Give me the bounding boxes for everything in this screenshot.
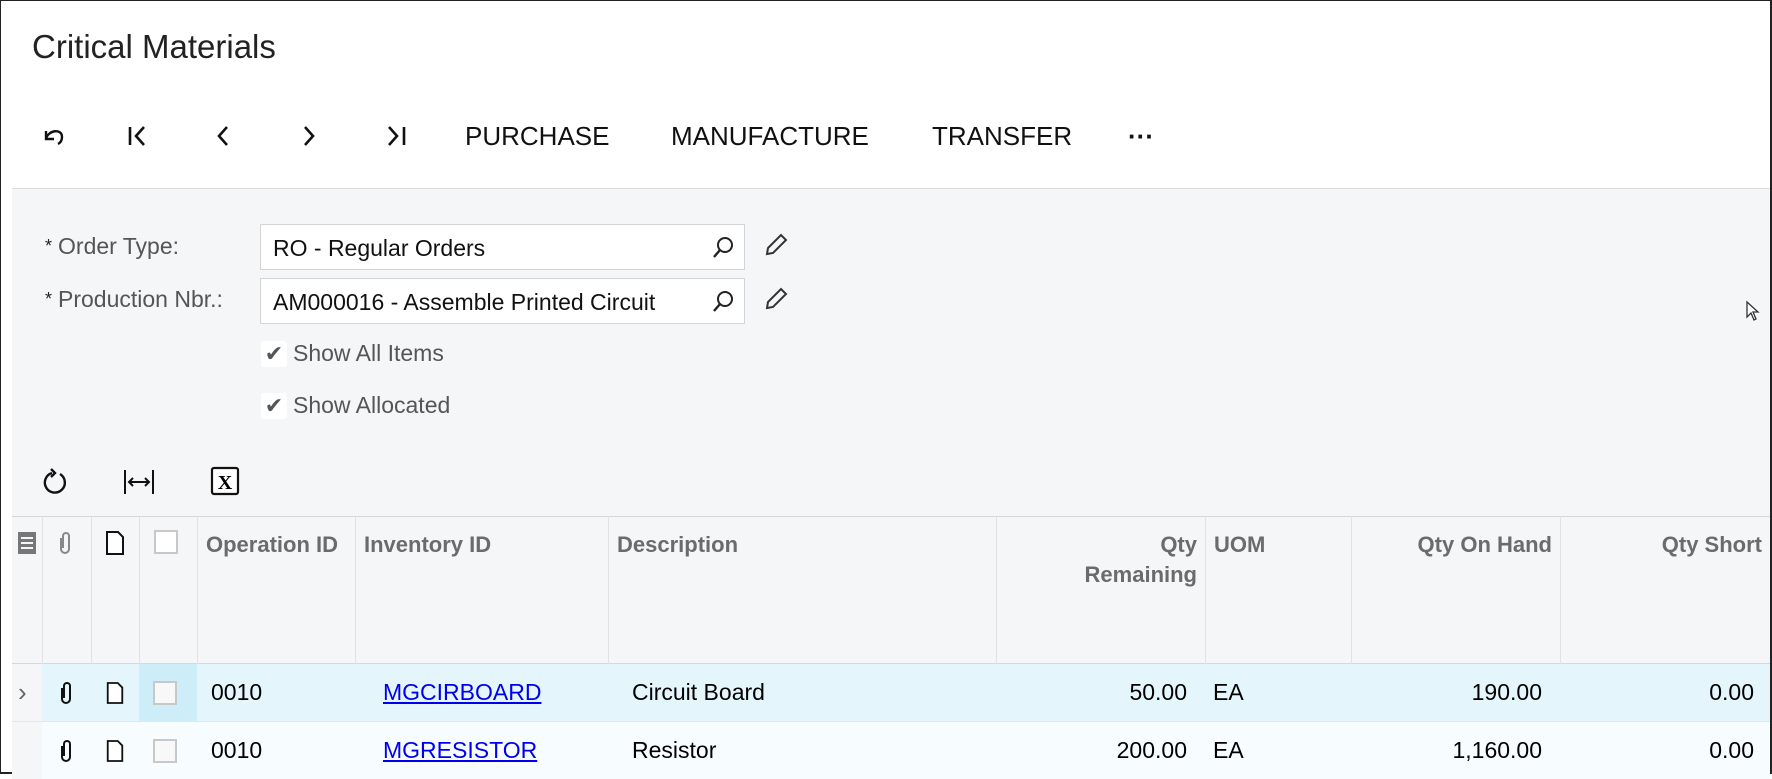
operation-id: 0010 [211, 737, 263, 763]
qty-remaining: 50.00 [1129, 679, 1187, 705]
undo-icon [44, 130, 64, 146]
production-nbr-value: AM000016 - Assemble Printed Circuit [273, 289, 656, 315]
attachment-icon[interactable] [42, 722, 91, 779]
next-icon [304, 126, 315, 146]
next-record-button[interactable] [294, 118, 324, 154]
search-icon[interactable] [710, 289, 736, 315]
show-all-items-checkbox[interactable]: ✔ Show All Items [261, 340, 444, 367]
paperclip-icon [60, 532, 70, 554]
page-title: Critical Materials [32, 28, 276, 65]
uom: EA [1213, 679, 1244, 705]
undo-button[interactable] [38, 118, 68, 154]
production-nbr-label-text: Production Nbr.: [58, 286, 223, 312]
table-row[interactable]: 0010 MGRESISTOR Resistor 200.00 EA 1,160… [12, 721, 1770, 779]
row-checkbox[interactable] [139, 664, 197, 721]
last-record-button[interactable] [380, 118, 410, 154]
operation-id: 0010 [211, 679, 263, 705]
last-icon [388, 126, 406, 146]
attachments-header [42, 516, 91, 664]
description: Circuit Board [632, 679, 765, 705]
row-checkbox[interactable] [139, 722, 197, 779]
attachment-icon[interactable] [42, 664, 91, 721]
order-type-field[interactable]: RO - Regular Orders [260, 224, 745, 270]
qty-on-hand: 190.00 [1471, 679, 1542, 705]
note-icon [106, 531, 124, 555]
required-mark: * [45, 236, 53, 256]
qty-remaining: 200.00 [1116, 737, 1187, 763]
column-header-qty-on-hand[interactable]: Qty On Hand [1351, 516, 1560, 664]
uom: EA [1213, 737, 1244, 763]
column-header-inventory-id[interactable]: Inventory ID [355, 516, 608, 664]
row-settings-icon [18, 532, 36, 554]
edit-order-type-icon[interactable] [762, 231, 790, 259]
order-type-value: RO - Regular Orders [273, 235, 486, 261]
order-type-label: * Order Type: [45, 233, 179, 260]
show-allocated-checkbox[interactable]: ✔ Show Allocated [261, 392, 450, 419]
manufacture-button[interactable]: MANUFACTURE [671, 120, 869, 151]
search-icon[interactable] [710, 235, 736, 261]
note-icon[interactable] [91, 664, 139, 721]
select-all-header[interactable] [139, 516, 197, 664]
select-all-checkbox[interactable] [154, 530, 178, 554]
mouse-cursor-icon [1746, 300, 1760, 321]
check-icon: ✔ [261, 392, 287, 419]
row-settings-header[interactable] [12, 516, 42, 664]
qty-short: 0.00 [1709, 737, 1754, 763]
show-all-items-label: Show All Items [293, 340, 444, 366]
column-header-qty-short[interactable]: Qty Short [1560, 516, 1770, 664]
note-icon[interactable] [91, 722, 139, 779]
inventory-id-link[interactable]: MGCIRBOARD [383, 679, 542, 705]
previous-icon [217, 126, 228, 146]
more-button[interactable]: ··· [1128, 120, 1154, 151]
inventory-id-link[interactable]: MGRESISTOR [383, 737, 538, 763]
purchase-button[interactable]: PURCHASE [465, 120, 610, 151]
qty-on-hand: 1,160.00 [1452, 737, 1542, 763]
edit-production-nbr-icon[interactable] [762, 285, 790, 313]
column-header-uom[interactable]: UOM [1205, 516, 1351, 664]
first-record-button[interactable] [124, 118, 154, 154]
excel-export-icon[interactable]: X [210, 466, 240, 496]
qty-short: 0.00 [1709, 679, 1754, 705]
table-row[interactable]: › 0010 MGCIRBOARD Circuit Board 50.00 EA… [12, 664, 1770, 721]
refresh-icon[interactable] [40, 467, 70, 497]
order-type-label-text: Order Type: [58, 233, 180, 259]
notes-header [91, 516, 139, 664]
column-header-description[interactable]: Description [608, 516, 996, 664]
first-icon [128, 126, 145, 146]
production-nbr-label: * Production Nbr.: [45, 286, 223, 313]
show-allocated-label: Show Allocated [293, 392, 451, 418]
description: Resistor [632, 737, 717, 763]
previous-record-button[interactable] [208, 118, 238, 154]
column-header-qty-remaining[interactable]: Qty Remaining [996, 516, 1205, 664]
transfer-button[interactable]: TRANSFER [932, 120, 1073, 151]
required-mark: * [45, 289, 53, 309]
fit-columns-icon[interactable] [122, 467, 156, 497]
check-icon: ✔ [261, 340, 287, 367]
production-nbr-field[interactable]: AM000016 - Assemble Printed Circuit [260, 278, 745, 324]
row-expand-icon[interactable]: › [12, 664, 42, 721]
column-header-operation-id[interactable]: Operation ID [197, 516, 355, 664]
svg-text:X: X [218, 472, 233, 494]
